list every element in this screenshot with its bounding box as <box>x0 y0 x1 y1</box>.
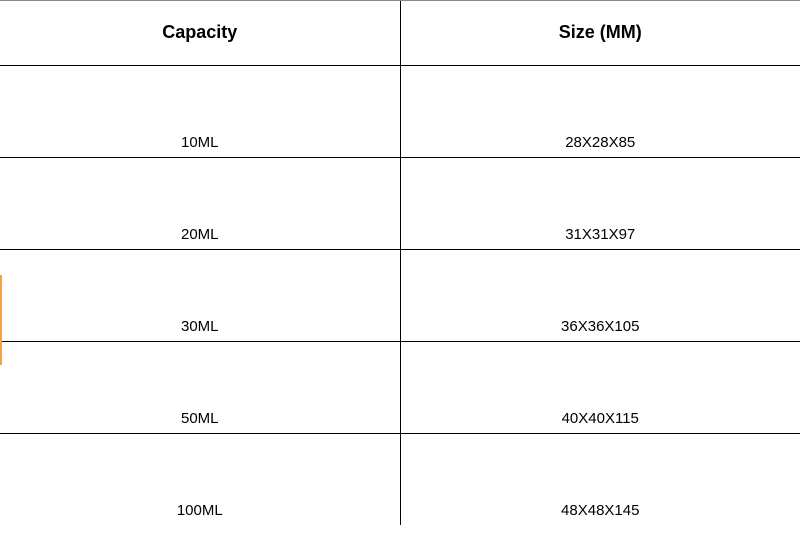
table-header-row: Capacity Size (MM) <box>0 1 800 65</box>
table-row: 100ML 48X48X145 <box>0 433 800 525</box>
cell-capacity: 20ML <box>0 157 400 249</box>
table-row: 30ML 36X36X105 <box>0 249 800 341</box>
cell-size: 31X31X97 <box>400 157 800 249</box>
table-container: Capacity Size (MM) 10ML 28X28X85 20ML 31… <box>0 0 800 547</box>
capacity-size-table: Capacity Size (MM) 10ML 28X28X85 20ML 31… <box>0 1 800 525</box>
cell-size: 28X28X85 <box>400 65 800 157</box>
table-row: 20ML 31X31X97 <box>0 157 800 249</box>
column-header-capacity: Capacity <box>0 1 400 65</box>
cell-size: 40X40X115 <box>400 341 800 433</box>
table-row: 50ML 40X40X115 <box>0 341 800 433</box>
cell-capacity: 100ML <box>0 433 400 525</box>
cell-capacity: 30ML <box>0 249 400 341</box>
cell-capacity: 10ML <box>0 65 400 157</box>
table-row: 10ML 28X28X85 <box>0 65 800 157</box>
cell-size: 36X36X105 <box>400 249 800 341</box>
cell-capacity: 50ML <box>0 341 400 433</box>
column-header-size: Size (MM) <box>400 1 800 65</box>
accent-mark <box>0 275 2 365</box>
cell-size: 48X48X145 <box>400 433 800 525</box>
